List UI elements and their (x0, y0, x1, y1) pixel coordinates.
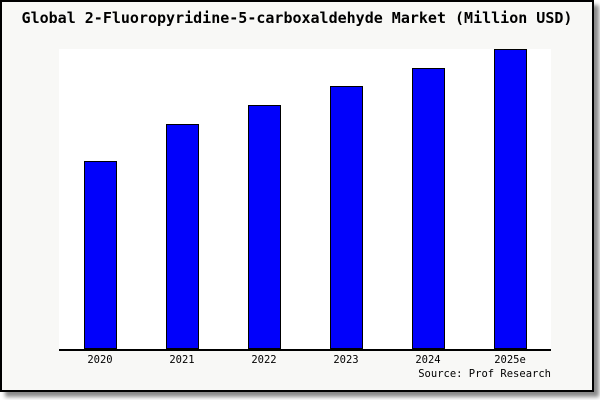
x-axis-label-2021: 2021 (169, 354, 195, 366)
bar-2020 (83, 160, 117, 349)
x-axis-label-2023: 2023 (333, 354, 359, 366)
bar-2021 (165, 123, 199, 349)
bar-2025e (493, 49, 527, 349)
x-axis-label-2025e: 2025e (494, 354, 526, 366)
x-axis-labels: 2020 2021 2022 2023 2024 2025e (59, 354, 551, 366)
x-axis-label-2020: 2020 (87, 354, 113, 366)
chart-frame: Global 2-Fluoropyridine-5-carboxaldehyde… (0, 0, 594, 392)
bar-2024 (411, 67, 445, 349)
chart-title: Global 2-Fluoropyridine-5-carboxaldehyde… (21, 9, 573, 27)
bars-container (59, 49, 551, 349)
x-axis-label-2022: 2022 (251, 354, 277, 366)
x-axis-label-2024: 2024 (415, 354, 441, 366)
bar-2023 (329, 85, 363, 349)
plot-area (59, 49, 551, 351)
bar-2022 (247, 104, 281, 349)
source-caption: Source: Prof Research (418, 368, 551, 380)
